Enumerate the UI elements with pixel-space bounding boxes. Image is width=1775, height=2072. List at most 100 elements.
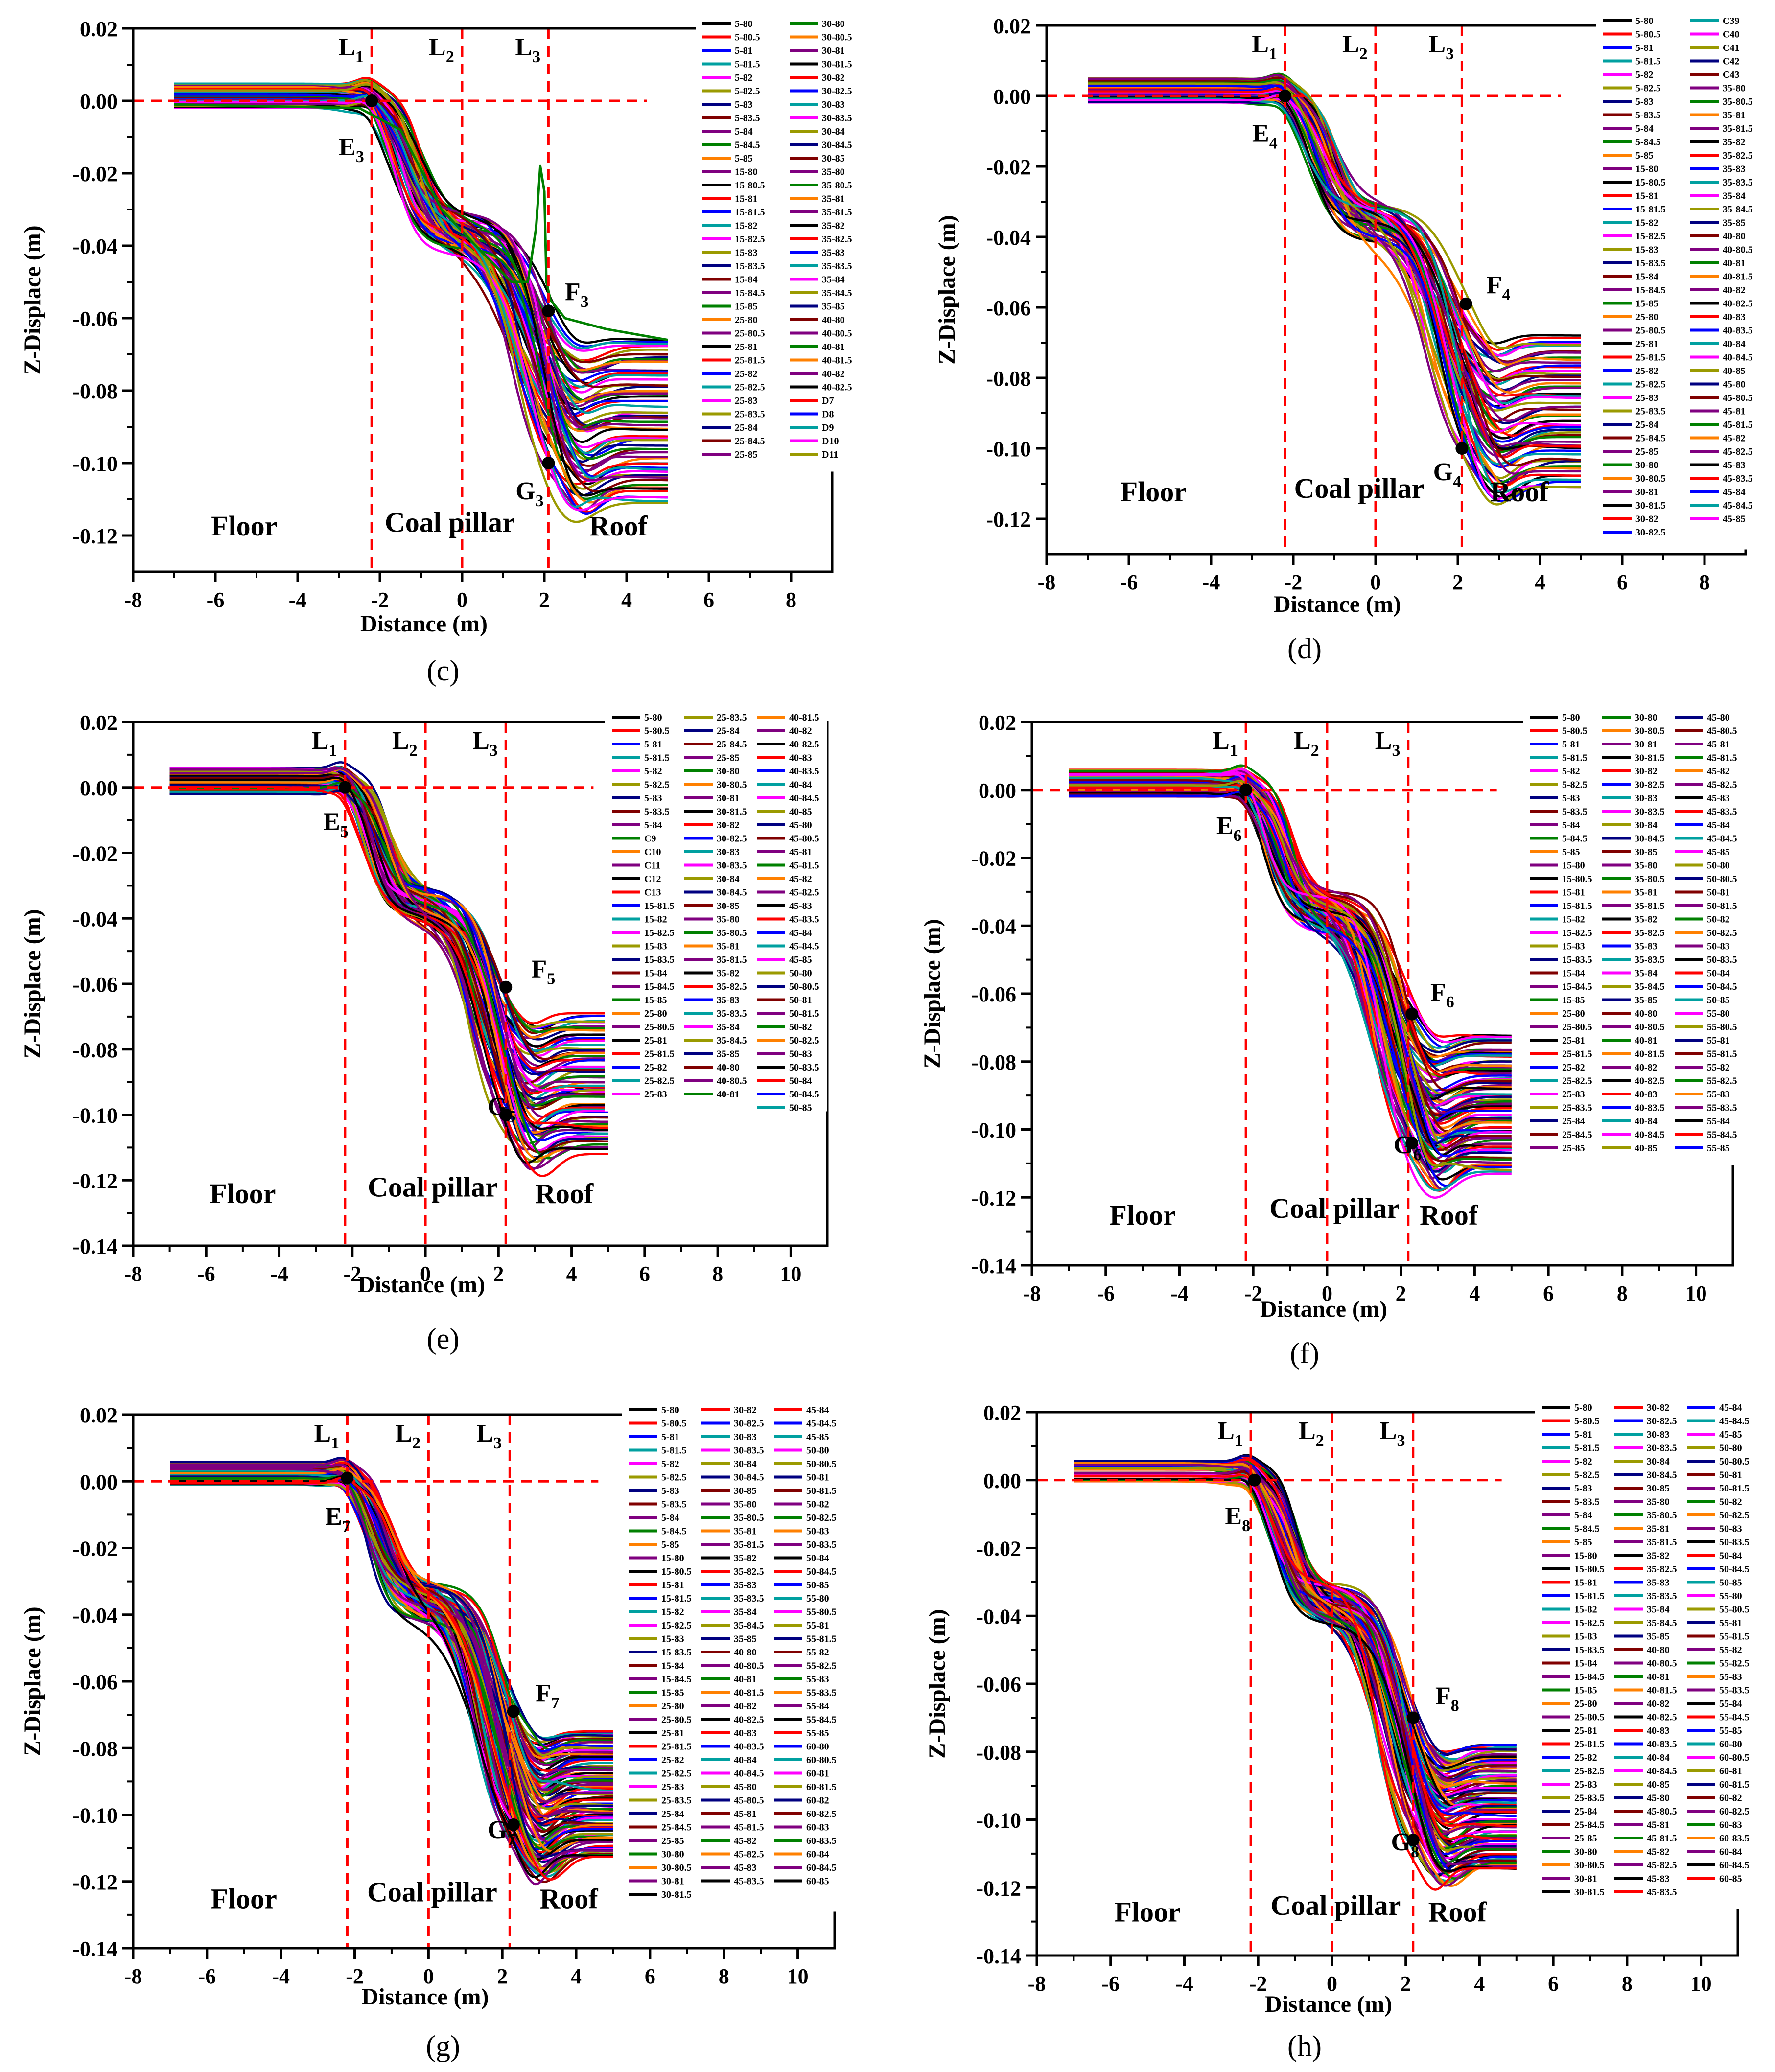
legend-label: 50-81: [1707, 887, 1730, 898]
series-line: [169, 782, 608, 1048]
point-label-0: E3: [339, 133, 364, 166]
legend-label: 40-84.5: [1647, 1766, 1677, 1777]
legend-label: 25-83: [1574, 1779, 1597, 1790]
legend-label: 45-84: [789, 928, 812, 938]
point-subscript: 8: [1451, 1697, 1459, 1715]
x-axis-title: Distance (m): [1265, 1991, 1392, 2017]
legend-label: 45-83: [734, 1862, 757, 1873]
legend-label: 25-83: [1635, 393, 1658, 403]
legend-label: 35-83: [1647, 1578, 1670, 1588]
legend-label: 15-83.5: [1635, 258, 1666, 269]
legend-label: 15-83: [735, 248, 758, 258]
legend-label: 45-80.5: [1647, 1806, 1677, 1817]
legend-label: 55-80: [1719, 1591, 1742, 1602]
x-tick-label: -8: [1038, 570, 1056, 594]
legend-label: 30-82.5: [717, 834, 747, 844]
legend-label: 30-80: [822, 19, 845, 29]
boundary-subscript: 2: [412, 1434, 420, 1452]
marker-point-f: [1406, 1711, 1420, 1724]
legend-label: 15-84.5: [644, 981, 675, 992]
legend: 5-80 5-80.5 5-81 5-81.5 5-82 5-82.5 5-83 5-83.5…: [1523, 709, 1745, 1165]
point-subscript: 4: [1453, 473, 1461, 491]
legend-label: 5-83.5: [1635, 110, 1661, 121]
legend-label: 5-81: [1562, 739, 1580, 750]
legend-label: 35-84: [734, 1607, 757, 1618]
legend-label: 5-81.5: [644, 753, 670, 764]
legend-label: 35-85: [734, 1634, 757, 1645]
x-tick-label: -2: [1244, 1281, 1262, 1305]
series-line: [169, 771, 608, 1131]
legend-label: 45-85: [1719, 1429, 1742, 1440]
marker-point-e: [1239, 783, 1253, 796]
x-tick-label: 4: [1474, 1972, 1485, 1996]
legend-label: 30-80.5: [822, 32, 852, 43]
legend-label: 40-84: [1723, 339, 1746, 349]
x-tick-label: 6: [645, 1964, 655, 1988]
legend-label: 60-83: [806, 1822, 829, 1833]
legend-label: 35-84: [822, 275, 845, 285]
legend-label: 5-85: [661, 1539, 679, 1550]
legend-label: 35-82: [717, 968, 740, 979]
series-line: [174, 93, 668, 416]
marker-point-g: [1406, 1834, 1420, 1847]
legend-label: 45-84.5: [1723, 500, 1753, 511]
legend-label: 15-82.5: [1635, 231, 1666, 242]
legend-label: 55-84: [1707, 1116, 1730, 1127]
legend-label: 40-82.5: [1723, 299, 1753, 309]
point-subscript: 3: [536, 492, 544, 510]
legend-label: 40-84: [1635, 1116, 1658, 1127]
legend-label: 45-84.5: [789, 941, 819, 952]
x-tick-label: 0: [457, 588, 467, 612]
legend-label: 60-82: [1719, 1793, 1742, 1804]
legend-label: 35-82: [822, 221, 845, 232]
legend-label: 30-83.5: [1635, 807, 1665, 817]
x-tick-label: -8: [124, 1964, 142, 1988]
legend-label: 45-85: [1707, 847, 1730, 858]
legend-label: 30-83.5: [1647, 1443, 1677, 1454]
x-axis-title: Distance (m): [362, 1984, 489, 2010]
legend-label: 35-85: [717, 1049, 740, 1060]
legend-label: 5-81.5: [1562, 753, 1588, 764]
series-line: [1088, 76, 1582, 381]
legend-label: 60-81.5: [806, 1782, 837, 1793]
legend-label: 15-84.5: [661, 1674, 692, 1685]
legend-label: C9: [644, 834, 656, 844]
legend-label: 5-84.5: [1635, 137, 1661, 148]
legend-label: 30-80.5: [1635, 473, 1666, 484]
series-line: [1074, 1461, 1517, 1755]
legend-label: 25-84: [735, 422, 758, 433]
series-line: [174, 90, 668, 403]
legend-label: 5-85: [735, 153, 753, 164]
legend-label: 25-84.5: [1574, 1820, 1605, 1831]
y-tick-label: -0.10: [986, 437, 1031, 461]
legend-label: 25-82: [1635, 366, 1658, 376]
legend-label: 35-80: [1723, 83, 1746, 94]
region-label: Roof: [535, 1178, 594, 1210]
y-tick-label: -0.08: [971, 1050, 1016, 1074]
legend-label: 35-85: [1635, 995, 1658, 1006]
boundary-label-2: L3: [1380, 1417, 1405, 1450]
legend-label: 40-80: [734, 1647, 757, 1658]
legend-label: 15-81: [1562, 887, 1585, 898]
legend-label: 45-81: [789, 847, 812, 858]
boundary-letter: L: [476, 1420, 493, 1447]
legend-label: 30-83: [717, 847, 740, 858]
legend-label: 35-85: [822, 302, 845, 312]
legend-label: 55-83.5: [1719, 1685, 1750, 1696]
series-line: [170, 1470, 613, 1772]
series-line: [1069, 769, 1512, 1072]
legend-label: 25-84: [1574, 1806, 1597, 1817]
legend-label: 50-82: [806, 1499, 829, 1510]
legend-label: 15-82.5: [1574, 1618, 1605, 1629]
legend-label: 45-81.5: [734, 1822, 764, 1833]
legend-label: 5-82: [1574, 1456, 1592, 1467]
x-tick-label: 8: [1622, 1972, 1633, 1996]
legend-label: 50-84.5: [1707, 981, 1737, 992]
point-letter: E: [1216, 812, 1234, 840]
legend-label: 25-84: [661, 1809, 684, 1819]
x-tick-label: 10: [780, 1262, 801, 1286]
legend-label: 25-81.5: [661, 1742, 692, 1752]
